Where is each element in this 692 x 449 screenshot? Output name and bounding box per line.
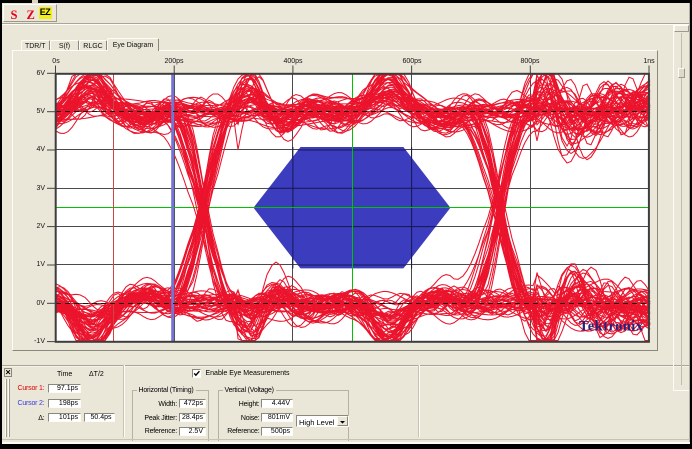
svg-text:Tektronix: Tektronix (579, 319, 644, 335)
